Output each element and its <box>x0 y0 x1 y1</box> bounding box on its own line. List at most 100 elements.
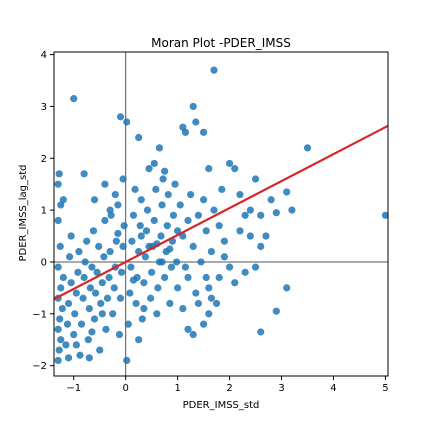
scatter-point <box>161 273 169 282</box>
scatter-point <box>55 170 63 178</box>
scatter-point <box>184 273 192 282</box>
scatter-point <box>262 232 270 240</box>
axes: −1 0 1 2 3 4 5 −2 −1 0 1 2 3 4 <box>32 50 388 394</box>
scatter-point <box>77 320 86 328</box>
scatter-point <box>202 273 210 282</box>
scatter-point <box>62 341 70 349</box>
scatter-point <box>127 263 135 271</box>
scatter-point <box>64 299 73 308</box>
scatter-point <box>132 299 140 308</box>
scatter-point <box>117 268 126 276</box>
scatter-point <box>105 273 113 282</box>
scatter-point <box>72 341 80 349</box>
scatter-point <box>142 227 151 235</box>
y-tick-label: 4 <box>41 50 47 61</box>
scatter-point <box>174 284 182 292</box>
scatter-point <box>101 216 109 225</box>
scatter-point <box>189 102 197 111</box>
scatter-point <box>129 211 138 219</box>
scatter-point <box>231 165 239 173</box>
scatter-point <box>166 299 174 308</box>
scatter-point <box>215 273 223 282</box>
scatter-point <box>205 310 213 318</box>
x-tick-label: −1 <box>66 383 81 394</box>
scatter-point <box>115 330 124 339</box>
scatter-point <box>184 216 192 225</box>
scatter-point <box>103 294 112 302</box>
scatter-point <box>210 66 218 74</box>
y-tick-label: 3 <box>41 102 47 113</box>
scatter-point <box>84 336 92 344</box>
scatter-point <box>199 128 208 136</box>
scatter-point <box>251 263 260 271</box>
x-tick-label: 3 <box>278 383 284 394</box>
scatter-point <box>187 190 195 199</box>
scatter-point <box>85 354 93 362</box>
scatter-point <box>163 222 171 230</box>
scatter-point <box>210 206 218 214</box>
scatter-point <box>194 299 203 308</box>
scatter-point <box>283 284 291 292</box>
scatter-point <box>116 294 125 302</box>
scatter-point <box>220 253 228 261</box>
scatter-point <box>55 346 63 354</box>
scatter-point <box>241 268 249 276</box>
scatter-point <box>218 185 226 193</box>
scatter-point <box>220 237 228 245</box>
scatter-point <box>54 263 62 271</box>
scatter-point <box>54 180 62 188</box>
scatter-point <box>288 206 296 214</box>
scatter-point <box>184 325 192 333</box>
scatter-point <box>126 289 134 297</box>
scatter-point <box>143 206 152 214</box>
scatter-point <box>123 118 131 126</box>
scatter-point <box>141 253 150 261</box>
scatter-point <box>85 305 93 313</box>
scatter-point <box>179 305 187 313</box>
scatter-point <box>381 211 388 219</box>
scatter-point <box>152 185 160 193</box>
scatter-point <box>70 95 78 103</box>
scatter-point <box>171 180 179 188</box>
scatter-point <box>81 258 89 266</box>
scatter-point <box>150 216 158 225</box>
scatter-point <box>111 190 119 199</box>
scatter-point <box>150 159 158 168</box>
scatter-point <box>181 263 190 271</box>
scatter-point <box>80 170 88 178</box>
scatter-point <box>137 232 145 240</box>
scatter-point <box>157 232 165 240</box>
scatter-point <box>189 330 197 339</box>
scatter-point <box>72 289 80 297</box>
scatter-point <box>119 242 127 250</box>
scatter-point <box>131 185 139 193</box>
y-axis-label: PDER_IMSS_lag_std <box>18 164 29 261</box>
scatter-point <box>174 227 182 235</box>
scatter-point <box>137 196 145 204</box>
scatter-point <box>140 279 148 287</box>
scatter-point <box>205 165 213 173</box>
scatter-point <box>65 253 74 261</box>
scatter-point <box>225 159 234 168</box>
scatter-point <box>112 237 120 245</box>
x-tick-label: 2 <box>226 383 232 394</box>
scatter-point <box>63 320 72 328</box>
scatter-point <box>145 165 153 173</box>
plot-area <box>54 52 388 376</box>
scatter-point <box>251 175 260 183</box>
scatter-point <box>57 284 65 292</box>
scatter-point <box>236 227 244 235</box>
scatter-point <box>207 247 215 256</box>
scatter-point <box>161 167 169 175</box>
scatter-point <box>148 268 156 276</box>
scatter-point <box>169 211 178 219</box>
scatter-point <box>56 242 64 250</box>
scatter-point <box>54 216 62 225</box>
scatter-point <box>116 113 125 121</box>
scatter-point <box>172 258 181 266</box>
scatter-point <box>303 144 312 152</box>
scatter-point <box>246 232 254 240</box>
scatter-point <box>129 276 138 284</box>
scatter-point <box>272 209 280 217</box>
